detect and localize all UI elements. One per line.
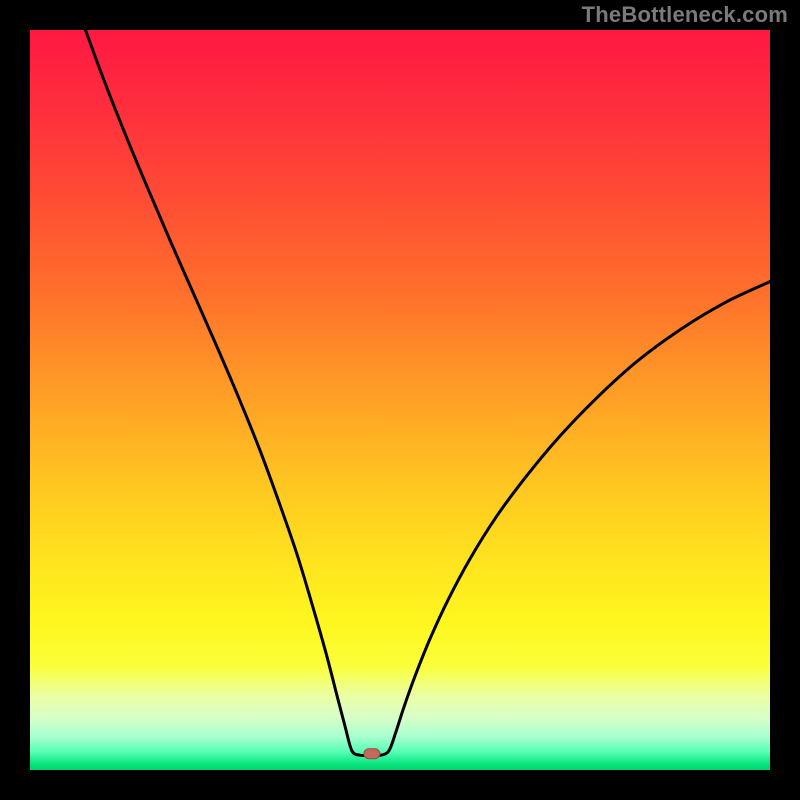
chart-gradient-background: [30, 30, 770, 770]
current-config-marker: [364, 749, 380, 759]
bottleneck-chart: [0, 0, 800, 800]
